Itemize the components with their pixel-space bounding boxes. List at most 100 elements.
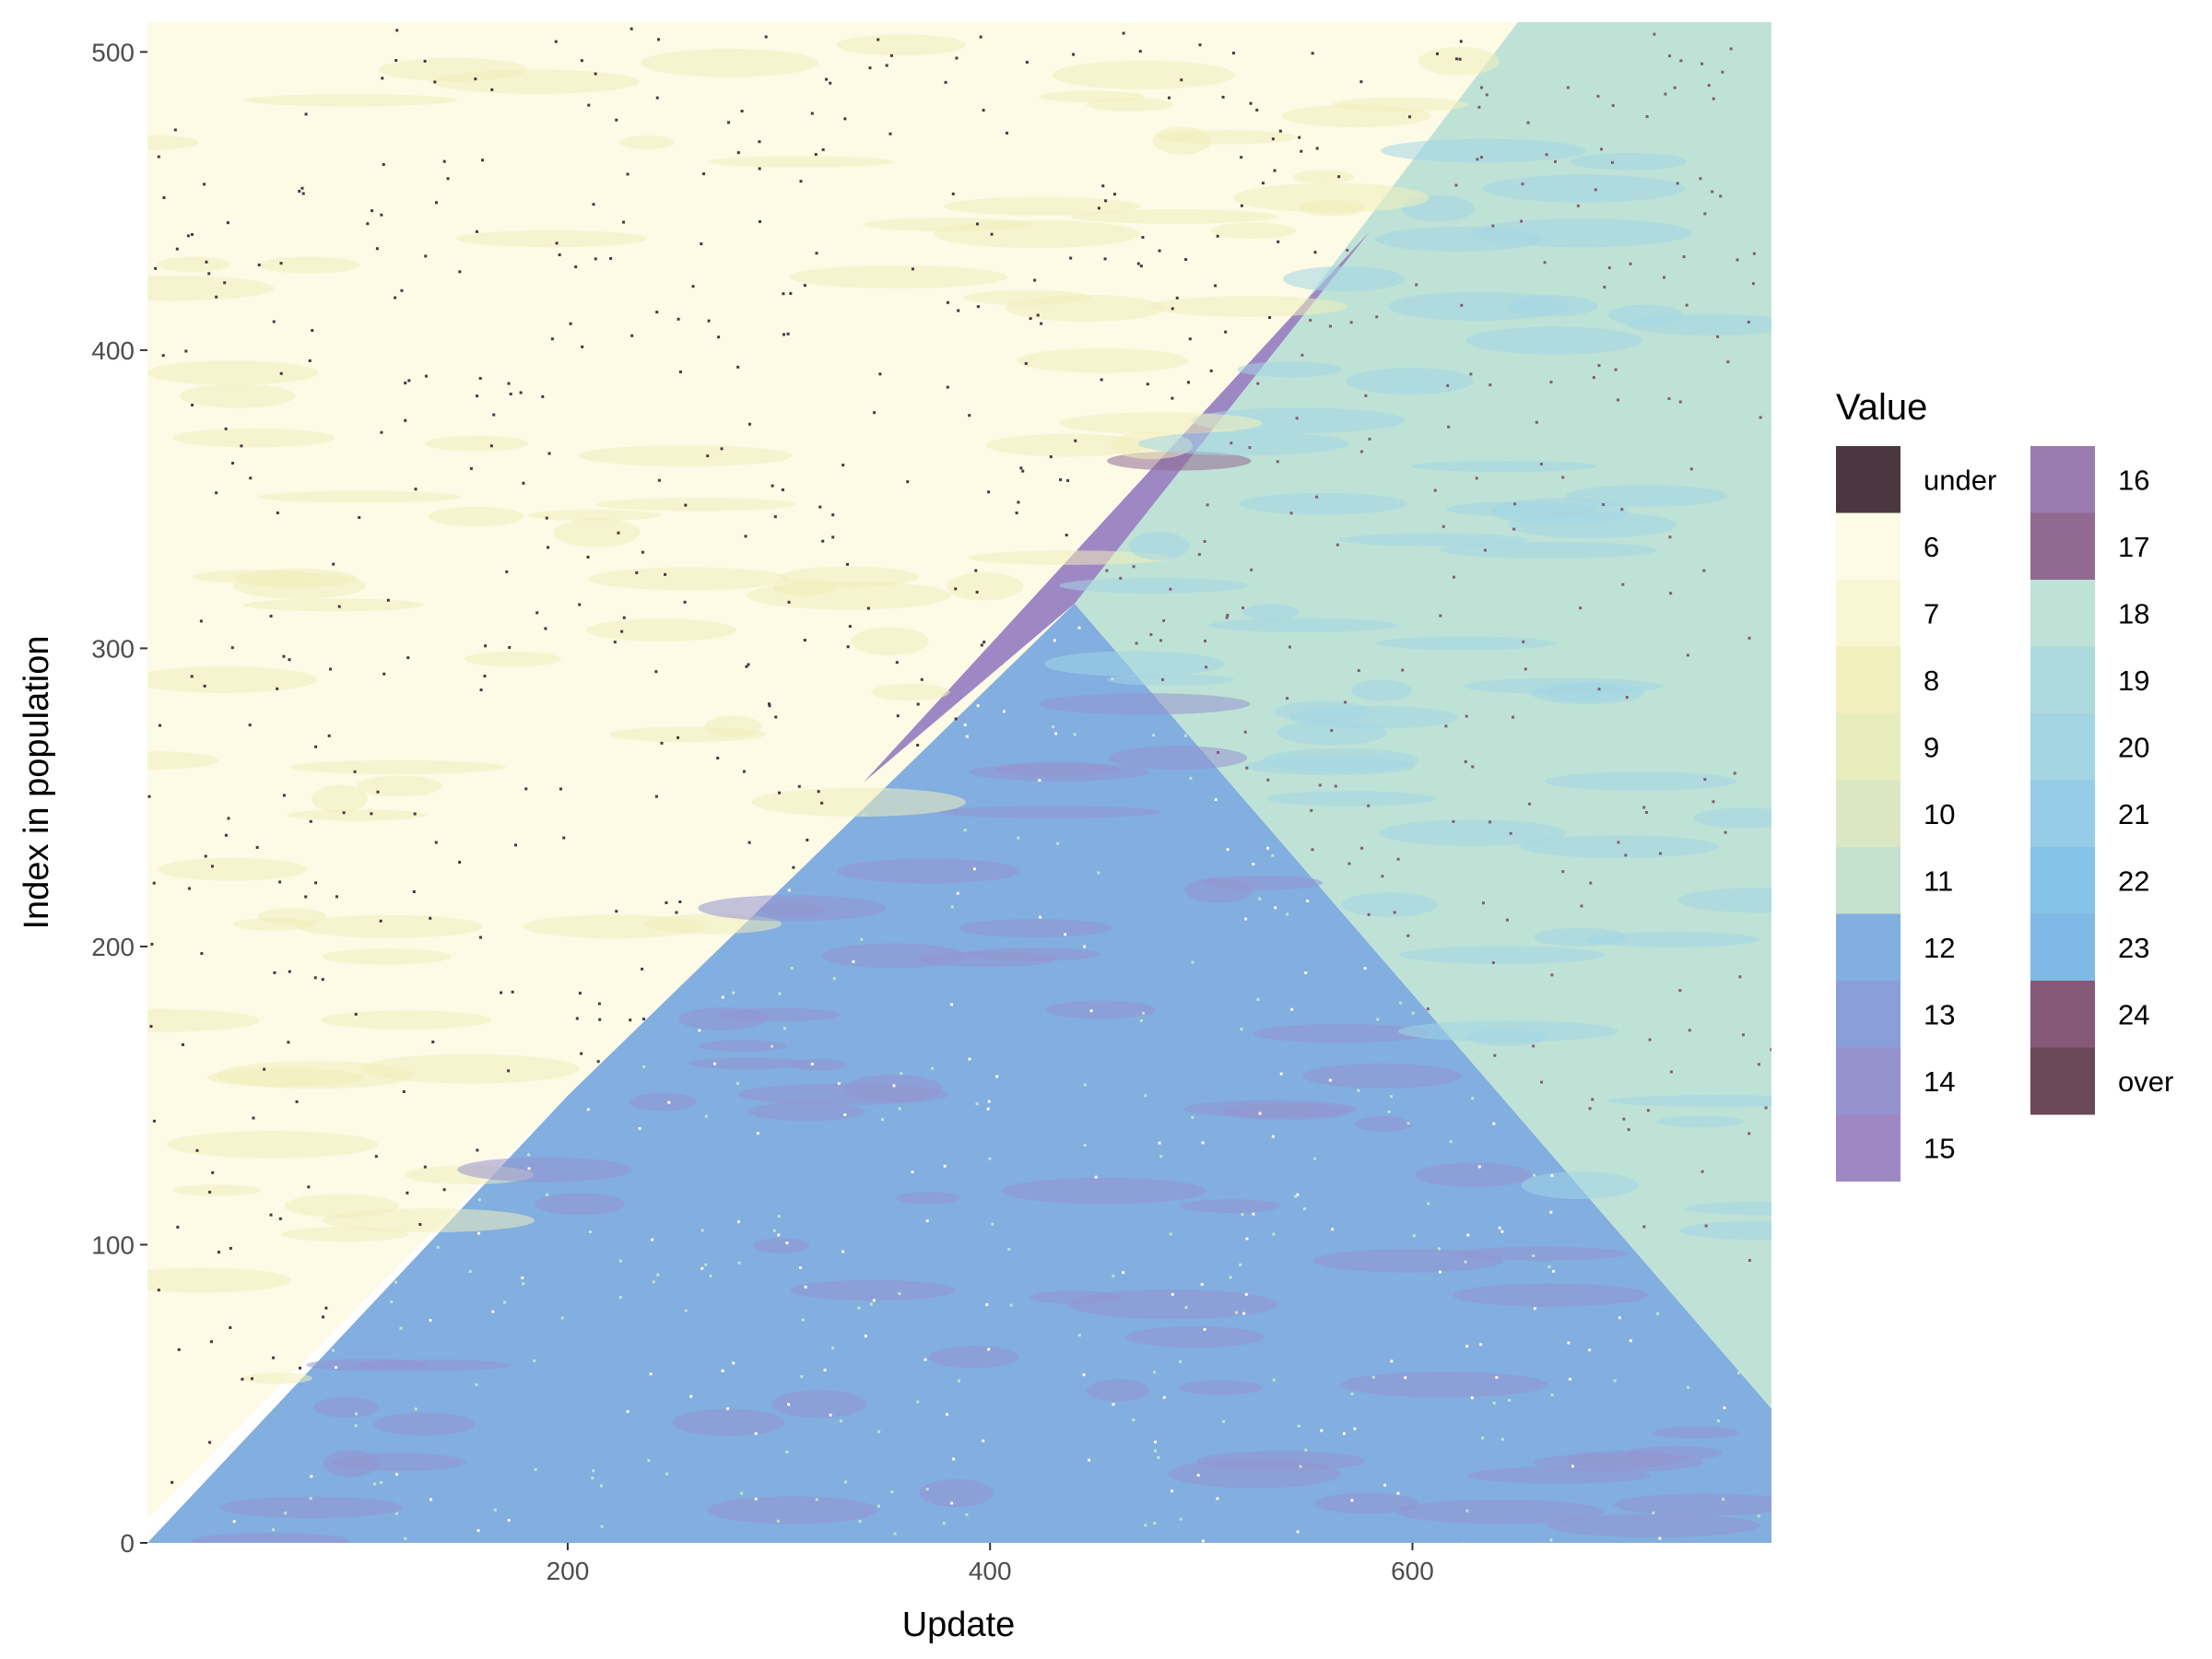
speckle [613, 641, 617, 644]
speckle [229, 1325, 232, 1329]
speckle [1723, 1406, 1726, 1409]
speckle [987, 1347, 991, 1351]
speckle [514, 843, 518, 847]
speckle [301, 192, 305, 195]
speckle [1613, 1379, 1617, 1382]
texture-streak [1237, 361, 1343, 378]
speckle [1039, 915, 1042, 919]
speckle [888, 132, 892, 135]
speckle [720, 447, 724, 451]
speckle [1245, 1237, 1249, 1241]
speckle [709, 1275, 712, 1278]
speckle [911, 267, 914, 271]
texture-streak [1679, 1220, 1771, 1241]
speckle [1459, 40, 1463, 43]
texture-streak [1202, 876, 1324, 890]
speckle [1171, 396, 1174, 400]
speckle [1103, 257, 1107, 261]
speckle [1097, 871, 1100, 875]
speckle [1415, 283, 1418, 287]
speckle [503, 1300, 507, 1304]
texture-streak [698, 1040, 788, 1053]
texture-streak [1126, 1326, 1265, 1348]
texture-streak [1453, 1283, 1649, 1307]
texture-streak [1137, 431, 1349, 456]
texture-streak [1239, 492, 1408, 515]
speckle [479, 688, 483, 692]
speckle [592, 203, 595, 206]
speckle [1663, 276, 1666, 279]
texture-streak [192, 1533, 350, 1543]
speckle [1310, 808, 1313, 812]
texture-streak [1242, 604, 1300, 621]
speckle [1485, 93, 1488, 97]
speckle [1157, 1455, 1160, 1459]
speckle [207, 272, 211, 276]
speckle [406, 1191, 409, 1194]
speckle [1733, 771, 1736, 775]
speckle [1331, 1228, 1335, 1231]
speckle [1243, 730, 1247, 734]
speckle [273, 971, 276, 974]
legend-label: 9 [1924, 731, 1939, 763]
speckle [157, 1288, 160, 1292]
speckle [1153, 1522, 1157, 1525]
speckle [1729, 47, 1733, 51]
texture-streak [1039, 90, 1146, 103]
speckle [1230, 441, 1233, 445]
speckle [1005, 131, 1008, 135]
speckle [990, 232, 994, 236]
speckle [375, 247, 379, 251]
speckle [782, 292, 785, 296]
speckle [664, 572, 667, 576]
speckle [1592, 376, 1595, 380]
speckle [1112, 193, 1116, 196]
speckle [700, 242, 703, 246]
speckle [860, 937, 864, 941]
speckle [848, 625, 852, 629]
speckle [1158, 1141, 1161, 1145]
speckle [187, 887, 191, 890]
speckle [407, 379, 411, 382]
speckle [1203, 539, 1206, 543]
x-tick-label: 400 [969, 1557, 1012, 1585]
speckle [630, 334, 634, 337]
speckle [1167, 96, 1171, 100]
legend-label: 8 [1924, 665, 1939, 697]
legend-label: 16 [2118, 464, 2149, 496]
texture-streak [1168, 1459, 1341, 1488]
texture-streak [585, 618, 736, 641]
speckle [335, 895, 338, 899]
speckle [217, 1251, 220, 1254]
texture-streak [919, 1478, 994, 1508]
texture-streak [1379, 819, 1567, 846]
texture-streak [896, 1192, 961, 1205]
speckle [1132, 1418, 1135, 1422]
speckle [1368, 437, 1371, 441]
speckle [562, 836, 566, 840]
speckle [963, 829, 967, 832]
speckle [1617, 841, 1620, 844]
texture-streak [1179, 1199, 1280, 1213]
speckle [1019, 466, 1023, 470]
speckle [394, 59, 398, 63]
texture-streak [280, 1227, 409, 1242]
speckle [534, 1467, 537, 1471]
speckle [382, 163, 385, 167]
texture-streak [306, 1359, 429, 1371]
speckle [404, 382, 407, 385]
speckle [575, 1017, 579, 1020]
speckle [309, 1497, 312, 1500]
speckle [176, 1225, 180, 1229]
speckle [954, 717, 958, 721]
speckle [777, 1215, 781, 1218]
speckle [308, 359, 312, 362]
texture-streak [1253, 1023, 1430, 1043]
speckle [1716, 335, 1720, 338]
texture-streak [1533, 927, 1628, 947]
speckle [484, 644, 488, 648]
speckle [1119, 576, 1123, 580]
legend-label: 13 [1924, 998, 1955, 1030]
speckle [952, 1457, 956, 1461]
speckle [381, 76, 384, 80]
